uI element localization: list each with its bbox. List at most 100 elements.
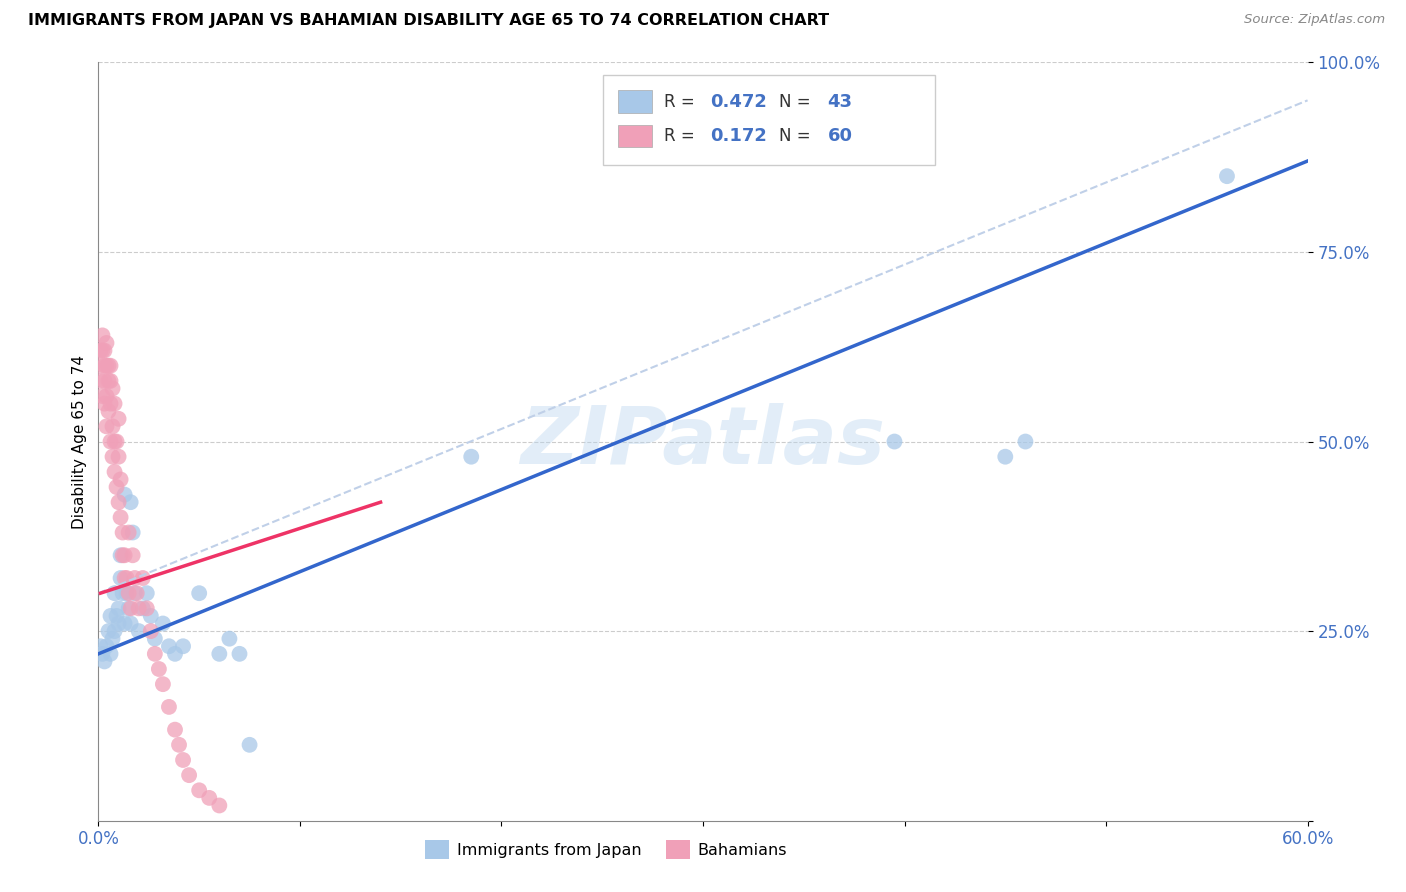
Point <box>100 396 122 410</box>
Point <box>93 396 115 410</box>
Y-axis label: Disability Age 65 to 74: Disability Age 65 to 74 <box>72 354 87 529</box>
Point <box>179 768 201 782</box>
Point <box>103 434 125 449</box>
Point <box>172 639 194 653</box>
Point <box>103 396 125 410</box>
Point <box>97 359 120 373</box>
Point <box>132 571 155 585</box>
Point <box>120 601 142 615</box>
Point <box>120 495 142 509</box>
FancyBboxPatch shape <box>619 90 652 113</box>
Point <box>96 419 118 434</box>
Point <box>163 647 186 661</box>
Point <box>105 434 128 449</box>
Point <box>110 510 132 524</box>
Point <box>107 616 129 631</box>
Point <box>111 586 134 600</box>
Point <box>125 586 148 600</box>
Point <box>103 624 125 639</box>
Point <box>143 632 166 646</box>
Point <box>121 548 143 563</box>
Point <box>208 798 231 813</box>
Point <box>157 699 180 714</box>
Point <box>148 662 170 676</box>
Point <box>188 586 211 600</box>
Point <box>100 647 122 661</box>
Point <box>115 571 138 585</box>
Point <box>101 632 124 646</box>
Point <box>128 624 150 639</box>
Text: N =: N = <box>779 93 815 111</box>
Text: Source: ZipAtlas.com: Source: ZipAtlas.com <box>1244 13 1385 27</box>
Point <box>93 343 115 358</box>
Point <box>128 601 150 615</box>
Point <box>91 389 114 403</box>
Point <box>1014 434 1036 449</box>
Point <box>163 723 186 737</box>
Point <box>107 495 129 509</box>
Point <box>152 616 174 631</box>
FancyBboxPatch shape <box>603 75 935 165</box>
Point <box>93 374 115 388</box>
Point <box>91 647 114 661</box>
Point <box>118 525 141 540</box>
Point <box>188 783 211 797</box>
Point <box>105 480 128 494</box>
Point <box>89 359 111 373</box>
Text: R =: R = <box>664 127 700 145</box>
Point <box>103 465 125 479</box>
Point <box>101 419 124 434</box>
Point <box>89 639 111 653</box>
Point <box>97 404 120 418</box>
Point <box>114 571 136 585</box>
Point <box>96 335 118 350</box>
Text: 60: 60 <box>828 127 852 145</box>
Point <box>110 571 132 585</box>
Point <box>100 359 122 373</box>
Point <box>120 616 142 631</box>
Point <box>100 374 122 388</box>
Point <box>115 586 138 600</box>
Point <box>208 647 231 661</box>
Point <box>1216 169 1239 184</box>
Text: N =: N = <box>779 127 815 145</box>
Point <box>883 434 905 449</box>
Text: ZIPatlas: ZIPatlas <box>520 402 886 481</box>
Point <box>110 473 132 487</box>
Point <box>103 586 125 600</box>
Point <box>107 450 129 464</box>
Point <box>143 647 166 661</box>
Point <box>139 608 162 623</box>
Point <box>107 412 129 426</box>
Point <box>110 548 132 563</box>
Point <box>97 374 120 388</box>
Point <box>101 450 124 464</box>
Point <box>198 791 221 805</box>
Point <box>218 632 240 646</box>
Point <box>132 601 155 615</box>
Point <box>101 382 124 396</box>
Point <box>172 753 194 767</box>
Text: 0.172: 0.172 <box>710 127 768 145</box>
Point <box>139 624 162 639</box>
Point <box>96 359 118 373</box>
Point <box>118 601 141 615</box>
Point <box>114 487 136 501</box>
Point <box>121 525 143 540</box>
Point <box>124 586 146 600</box>
Point <box>994 450 1017 464</box>
Point <box>96 639 118 653</box>
Point <box>91 328 114 343</box>
Point <box>93 655 115 669</box>
Point <box>460 450 482 464</box>
Point <box>89 374 111 388</box>
Point <box>135 586 157 600</box>
Point <box>157 639 180 653</box>
Text: IMMIGRANTS FROM JAPAN VS BAHAMIAN DISABILITY AGE 65 TO 74 CORRELATION CHART: IMMIGRANTS FROM JAPAN VS BAHAMIAN DISABI… <box>28 13 830 29</box>
Point <box>89 343 111 358</box>
Point <box>91 343 114 358</box>
Point <box>239 738 262 752</box>
Point <box>105 608 128 623</box>
Point <box>228 647 250 661</box>
Point <box>114 548 136 563</box>
